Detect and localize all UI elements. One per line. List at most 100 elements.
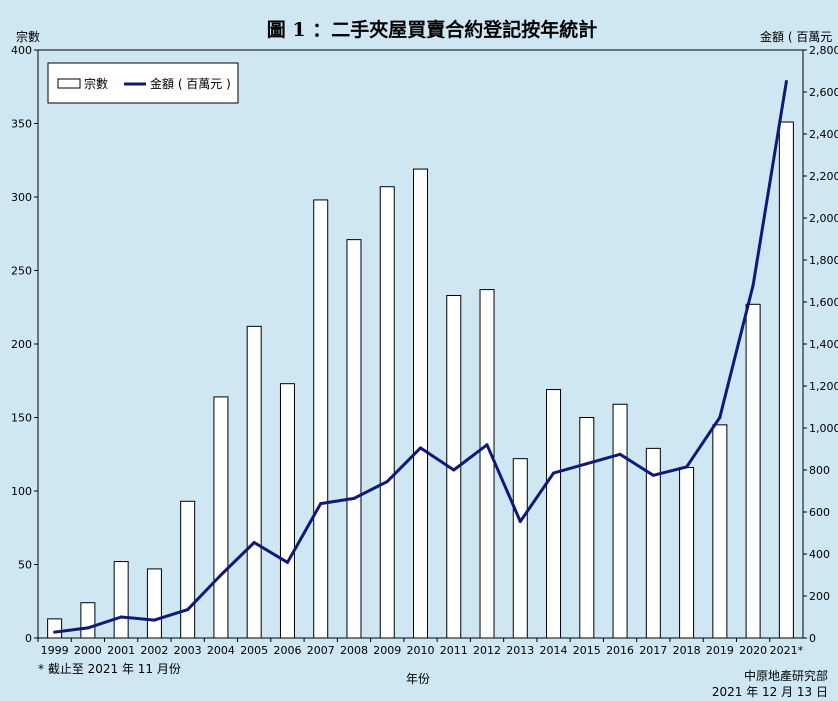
x-tick-label: 2009: [373, 644, 401, 657]
left-tick-label: 100: [11, 485, 32, 498]
amount-point: [419, 446, 422, 450]
bar: [479, 289, 495, 639]
amount-point: [385, 480, 389, 484]
x-tick-label: 2004: [207, 644, 235, 657]
bar: [645, 447, 661, 639]
right-tick-label: 600: [809, 506, 830, 519]
x-tick-label: 2021*: [770, 644, 804, 657]
footnote: * 截止至 2021 年 11 月份: [38, 662, 181, 676]
amount-point: [252, 540, 256, 544]
x-tick-label: 2013: [506, 644, 534, 657]
bar: [712, 424, 728, 639]
right-tick-label: 1,200: [809, 380, 838, 393]
amount-point: [518, 519, 522, 523]
amount-point: [685, 465, 689, 469]
legend-line-label: 金額 ( 百萬元 ): [150, 76, 231, 91]
left-axis-label: 宗數: [16, 29, 40, 44]
x-tick-label: 2015: [573, 644, 601, 657]
bar: [745, 303, 761, 639]
x-tick-label: 2012: [473, 644, 501, 657]
bar: [146, 568, 162, 639]
bar: [679, 466, 695, 639]
x-tick-label: 1999: [41, 644, 69, 657]
amount-point: [186, 608, 190, 612]
bar: [246, 325, 262, 639]
left-tick-label: 150: [11, 412, 32, 425]
x-tick-label: 2000: [74, 644, 102, 657]
left-tick-label: 400: [11, 44, 32, 57]
right-tick-label: 1,600: [809, 296, 838, 309]
legend-bar-label: 宗數: [84, 76, 108, 91]
amount-point: [552, 471, 556, 475]
amount-point: [219, 573, 223, 577]
right-axis-label: 金額 ( 百萬元: [760, 29, 832, 44]
bar: [778, 121, 794, 639]
amount-point: [285, 560, 289, 564]
bar: [113, 561, 129, 639]
x-tick-label: 2017: [639, 644, 667, 657]
x-tick-label: 2008: [340, 644, 368, 657]
right-tick-label: 200: [809, 590, 830, 603]
amount-point: [718, 416, 722, 419]
x-tick-label: 2007: [307, 644, 335, 657]
x-axis-label: 年份: [406, 672, 430, 686]
amount-point: [352, 496, 356, 500]
amount-point: [152, 618, 156, 622]
left-tick-label: 350: [11, 118, 32, 131]
left-tick-label: 0: [25, 632, 32, 645]
amount-point: [651, 473, 655, 477]
bar: [346, 239, 362, 639]
amount-point: [319, 502, 323, 506]
amount-point: [585, 462, 589, 466]
right-tick-label: 2,000: [809, 212, 838, 225]
amount-point: [485, 443, 489, 447]
bar: [579, 417, 595, 639]
right-tick-label: 1,800: [809, 254, 838, 267]
right-tick-label: 2,600: [809, 86, 838, 99]
bar: [80, 602, 96, 639]
x-tick-label: 2010: [407, 644, 435, 657]
plot-area: 0 50 100 150 200 250 300 350 400 0 200 400 600 800 1,0…: [11, 44, 838, 657]
bar: [413, 168, 428, 639]
amount-point: [784, 80, 788, 83]
x-tick-label: 2019: [706, 644, 734, 657]
amount-point: [86, 626, 90, 630]
right-tick-label: 800: [809, 464, 830, 477]
left-tick-label: 50: [18, 559, 32, 572]
right-tick-label: 2,400: [809, 128, 838, 141]
bar: [213, 396, 229, 639]
x-tick-label: 2003: [174, 644, 202, 657]
x-tick-label: 2002: [140, 644, 168, 657]
bar: [313, 199, 329, 639]
amount-point: [452, 468, 456, 472]
bar: [379, 186, 395, 639]
amount-point: [119, 615, 123, 619]
left-tick-label: 300: [11, 191, 32, 204]
x-tick-label: 2006: [273, 644, 301, 657]
bar: [180, 500, 196, 639]
legend: 宗數 金額 ( 百萬元 ): [47, 62, 239, 104]
x-tick-label: 2011: [440, 644, 468, 657]
right-tick-label: 400: [809, 548, 830, 561]
x-tick-label: 2014: [540, 644, 568, 657]
x-tick-label: 2005: [240, 644, 268, 657]
source-label: 中原地產研究部: [744, 668, 828, 683]
amount-point: [618, 452, 622, 456]
bar: [512, 458, 528, 639]
legend-bar-swatch: [57, 78, 81, 89]
bar: [612, 403, 628, 639]
right-tick-label: 2,200: [809, 170, 838, 183]
right-tick-label: 2,800: [809, 44, 838, 57]
amount-point: [53, 630, 57, 634]
left-tick-label: 250: [11, 265, 32, 278]
bar: [546, 389, 562, 639]
x-tick-label: 2020: [739, 644, 767, 657]
amount-point: [751, 283, 755, 287]
left-tick-label: 200: [11, 338, 32, 351]
right-tick-label: 0: [809, 632, 816, 645]
bar: [47, 618, 63, 639]
chart-title: 圖 1 ：二手夾屋買賣合約登記按年統計: [267, 18, 597, 41]
x-tick-label: 2016: [606, 644, 634, 657]
